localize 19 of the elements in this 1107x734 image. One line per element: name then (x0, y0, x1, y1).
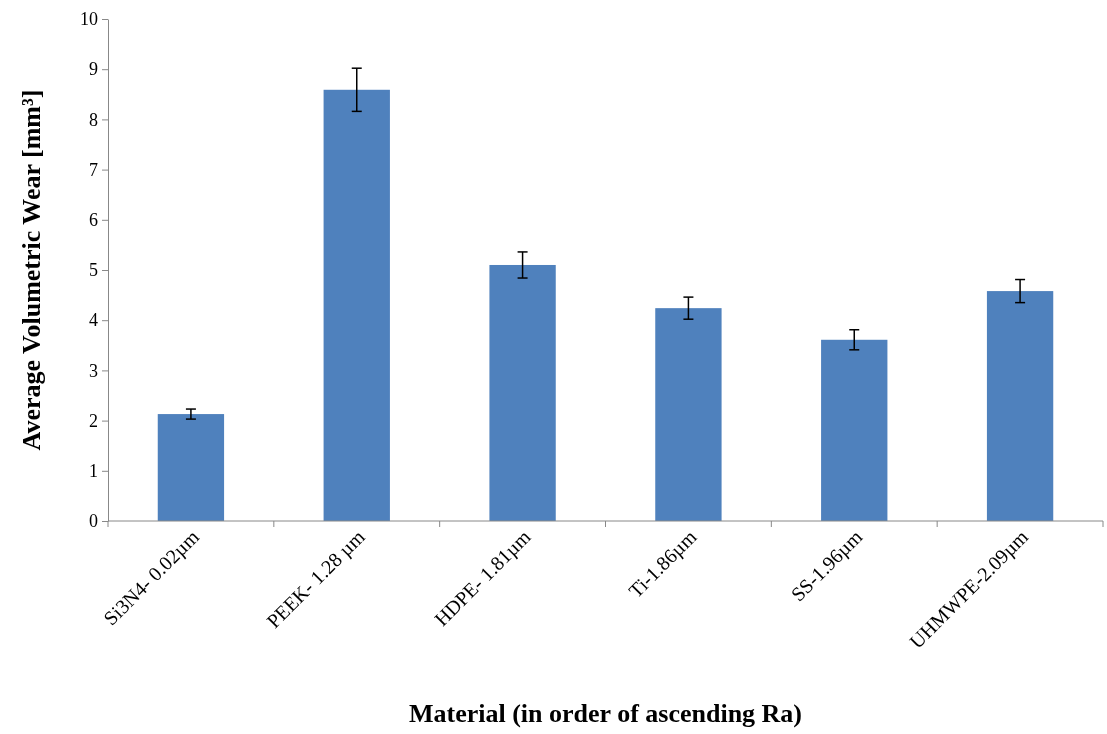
y-tick-label: 7 (89, 159, 98, 180)
bar (323, 89, 390, 521)
y-tick-label: 3 (89, 360, 98, 381)
y-tick-label: 8 (89, 109, 98, 130)
y-tick-label: 1 (89, 461, 98, 482)
bar (489, 264, 556, 521)
x-axis-title: Material (in order of ascending Ra) (408, 699, 803, 728)
bar (655, 308, 722, 521)
y-tick-label: 9 (89, 59, 98, 80)
y-tick-label: 0 (89, 511, 98, 532)
bar (986, 291, 1054, 521)
y-tick-label: 2 (89, 410, 98, 431)
bar (821, 339, 888, 521)
y-tick-label: 5 (89, 260, 98, 281)
bar (157, 414, 225, 521)
y-tick-label: 6 (89, 210, 98, 231)
y-tick-label: 10 (80, 9, 98, 30)
y-tick-label: 4 (89, 310, 98, 331)
y-axis-title: Average Volumetric Wear [mm³] (17, 89, 46, 451)
